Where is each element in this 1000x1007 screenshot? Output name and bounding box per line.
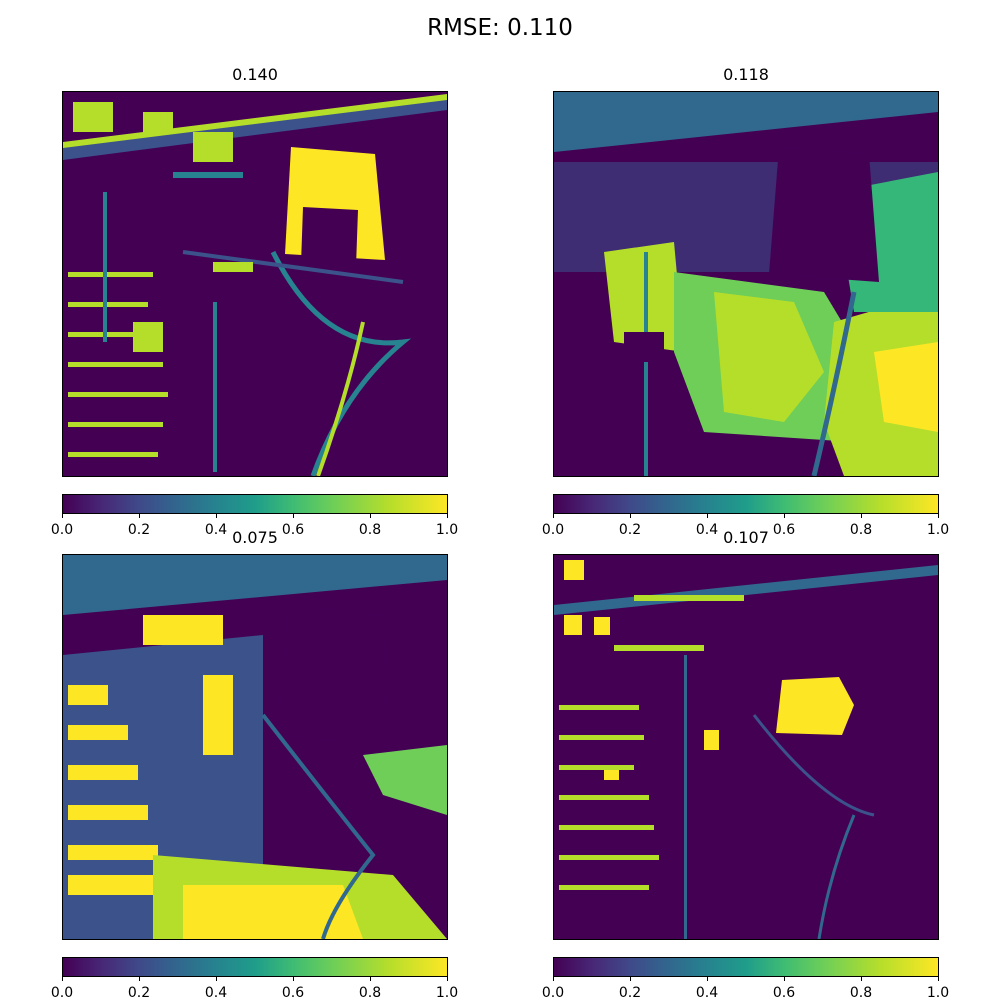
tick-label: 0.4 [695,985,719,1001]
tick-label: 0.0 [541,985,565,1001]
tick-mark [630,977,631,981]
panel-title: 0.118 [723,65,769,84]
tick-label: 0.0 [541,522,565,538]
colorbar-ticks: 0.0 0.2 0.4 0.6 0.8 1.0 [542,977,949,1007]
abundance-map [553,91,939,477]
colorbar [553,957,939,977]
tick-mark [447,514,448,518]
tick-mark [216,514,217,518]
tick-mark [784,977,785,981]
tick-mark [553,977,554,981]
tick-label: 0.2 [618,985,642,1001]
tick-mark [293,514,294,518]
tick-label: 0.2 [127,985,151,1001]
tick-label: 0.8 [358,985,382,1001]
figure-title: RMSE: 0.110 [427,15,573,41]
tick-mark [447,977,448,981]
tick-mark [370,977,371,981]
tick-label: 0.6 [772,985,796,1001]
abundance-map [553,554,939,940]
panel-4: 0.107 [542,528,949,1002]
tick-mark [784,514,785,518]
panel-title: 0.075 [232,528,278,547]
tick-mark [861,977,862,981]
colorbar-ticks: 0.0 0.2 0.4 0.6 0.8 1.0 [51,977,458,1007]
tick-label: 0.4 [204,522,228,538]
tick-mark [370,514,371,518]
tick-label: 0.6 [281,985,305,1001]
tick-mark [293,977,294,981]
tick-mark [938,514,939,518]
tick-label: 0.2 [618,522,642,538]
tick-label: 1.0 [435,985,459,1001]
tick-label: 1.0 [926,985,950,1001]
abundance-map [62,91,448,477]
panel-title: 0.140 [232,65,278,84]
tick-mark [707,514,708,518]
panel-2: 0.118 0.0 0.2 0.4 0. [542,65,949,539]
tick-mark [62,977,63,981]
tick-mark [861,514,862,518]
tick-mark [139,514,140,518]
tick-label: 1.0 [435,522,459,538]
tick-label: 0.8 [358,522,382,538]
colorbar [62,957,448,977]
tick-label: 0.6 [281,522,305,538]
tick-label: 0.4 [695,522,719,538]
tick-label: 1.0 [926,522,950,538]
tick-mark [62,514,63,518]
tick-label: 0.8 [849,522,873,538]
tick-mark [553,514,554,518]
colorbar-ticks: 0.0 0.2 0.4 0.6 0.8 1.0 [51,514,458,544]
tick-label: 0.0 [50,985,74,1001]
tick-mark [630,514,631,518]
tick-label: 0.8 [849,985,873,1001]
colorbar [62,494,448,514]
tick-label: 0.2 [127,522,151,538]
abundance-map [62,554,448,940]
tick-mark [938,977,939,981]
colorbar-ticks: 0.0 0.2 0.4 0.6 0.8 1.0 [542,514,949,544]
tick-mark [139,977,140,981]
tick-label: 0.0 [50,522,74,538]
panel-1: 0.140 [51,65,458,539]
panel-3: 0.075 [51,528,458,1002]
tick-label: 0.6 [772,522,796,538]
tick-label: 0.4 [204,985,228,1001]
tick-mark [707,977,708,981]
colorbar [553,494,939,514]
tick-mark [216,977,217,981]
panel-title: 0.107 [723,528,769,547]
